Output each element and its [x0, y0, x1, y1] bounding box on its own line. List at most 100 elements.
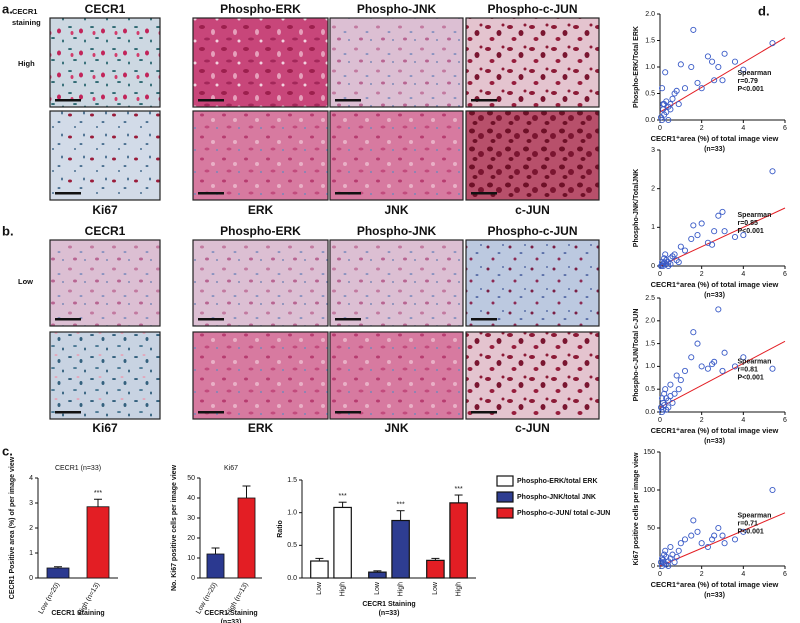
micrograph	[465, 110, 600, 201]
annotation: Spearman	[738, 513, 772, 520]
panel-label: b.	[2, 223, 14, 238]
y-tick-label: 30	[187, 515, 195, 522]
x-tick-label: 4	[741, 571, 745, 578]
legend-label: Phospho-JNK/total JNK	[517, 494, 596, 501]
data-point	[719, 367, 726, 375]
data-point	[681, 536, 689, 543]
x-tick-label: 0	[658, 571, 662, 578]
data-point	[698, 85, 705, 92]
data-point	[659, 116, 666, 124]
micrograph	[192, 331, 329, 420]
x-tick-label: 0	[658, 125, 662, 132]
annotation: P<0.001	[738, 228, 764, 235]
y-tick-label: 0	[651, 563, 655, 570]
data-point	[731, 58, 739, 65]
data-point	[688, 354, 695, 361]
data-point	[704, 53, 711, 60]
x-axis-label: (n=33)	[221, 619, 242, 623]
legend-swatch	[496, 507, 514, 519]
x-tick-label: Low	[432, 581, 439, 595]
image-label: c-JUN	[515, 421, 550, 435]
trendline	[659, 207, 786, 267]
y-tick-label: 0.5	[645, 386, 655, 393]
data-point	[690, 329, 697, 336]
y-tick-label: 0.0	[287, 575, 297, 582]
trendline	[659, 340, 786, 408]
data-point	[709, 241, 716, 248]
x-axis-label: CECR1 Staining	[204, 610, 257, 617]
y-tick-label: 4	[29, 475, 33, 482]
y-tick-label: 2.0	[645, 318, 655, 325]
x-axis-label: CECR1 Staining	[362, 601, 415, 608]
data-point	[663, 261, 670, 268]
x-axis-note: (n=33)	[704, 292, 725, 299]
y-axis-label: Phospho-ERK/Total ERK	[633, 26, 640, 108]
bar	[449, 502, 468, 579]
y-tick-label: 0.0	[645, 409, 655, 416]
bar	[46, 567, 70, 579]
data-point	[698, 363, 705, 370]
data-point	[675, 386, 682, 393]
data-point	[677, 540, 684, 547]
y-tick-label: 2.0	[645, 11, 655, 18]
data-point	[740, 528, 747, 535]
data-point	[690, 26, 697, 33]
bar	[368, 571, 387, 579]
micrograph	[192, 110, 329, 201]
bar	[237, 497, 256, 579]
data-point	[769, 168, 776, 175]
image-label: ERK	[248, 421, 274, 435]
panel-label: a.	[2, 1, 13, 16]
x-tick-label: Low	[316, 581, 323, 595]
micrograph	[465, 239, 600, 327]
data-point	[711, 532, 718, 539]
data-point	[719, 532, 726, 539]
y-axis-label: Ratio	[277, 520, 284, 538]
data-point	[661, 259, 668, 266]
data-point	[715, 212, 722, 219]
data-point	[704, 365, 711, 372]
legend-label: Phospho-c-JUN/ total c-JUN	[517, 510, 610, 517]
image-label: CECR1	[85, 2, 126, 16]
y-tick-label: 1.0	[645, 64, 655, 71]
micrograph	[49, 239, 161, 327]
data-point	[677, 377, 684, 384]
image-label: Phospho-JNK	[357, 2, 437, 16]
data-point	[671, 559, 678, 566]
data-point	[721, 349, 728, 356]
data-point	[711, 228, 718, 235]
data-point	[715, 63, 722, 71]
image-label: Phospho-c-JUN	[488, 224, 578, 238]
y-axis-label: Ki67 positive cells per image view	[633, 452, 640, 565]
annotation: P<0.001	[738, 529, 764, 536]
data-point	[677, 61, 684, 68]
y-tick-label: 100	[643, 487, 655, 494]
x-tick-label: 6	[783, 125, 787, 132]
y-tick-label: 3	[651, 147, 655, 154]
micrograph	[329, 239, 464, 327]
data-point	[721, 540, 728, 547]
scale-bar	[198, 99, 224, 102]
data-point	[694, 79, 701, 86]
data-point	[667, 255, 674, 262]
data-point	[673, 553, 680, 560]
data-point	[694, 340, 701, 347]
data-point	[681, 247, 689, 254]
legend-label: Phospho-ERK/total ERK	[517, 478, 598, 485]
x-axis-note: (n=33)	[704, 438, 725, 445]
scale-bar	[335, 192, 361, 195]
y-tick-label: 2	[29, 525, 33, 532]
data-point	[740, 354, 747, 361]
annotation: Spearman	[738, 212, 772, 219]
bar	[333, 506, 352, 579]
trendline	[659, 37, 786, 113]
micrograph	[192, 239, 329, 327]
y-tick-label: 10	[187, 555, 195, 562]
y-tick-label: 0	[29, 575, 33, 582]
data-point	[681, 85, 689, 92]
image-label: JNK	[384, 203, 408, 217]
bar	[206, 553, 225, 579]
image-label: CECR1	[85, 224, 126, 238]
scale-bar	[471, 411, 497, 414]
